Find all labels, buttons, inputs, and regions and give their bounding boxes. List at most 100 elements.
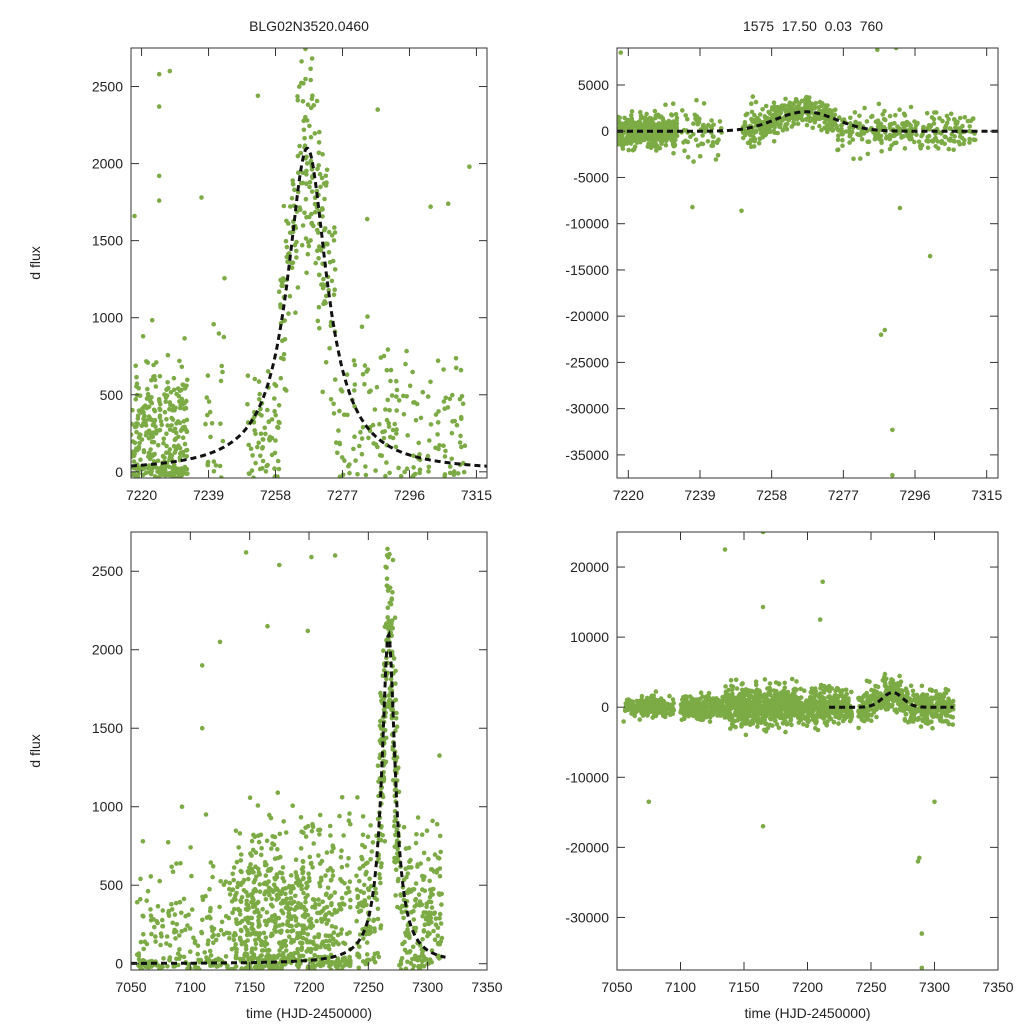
data-point <box>844 691 849 697</box>
data-point <box>211 940 216 946</box>
data-point <box>309 96 315 102</box>
data-point <box>286 311 291 316</box>
data-point <box>421 850 427 856</box>
data-point <box>138 897 143 902</box>
data-point <box>359 436 365 441</box>
data-point <box>405 871 411 876</box>
data-point <box>421 929 427 934</box>
data-point <box>378 864 384 870</box>
data-point <box>835 137 841 143</box>
data-point <box>377 872 382 877</box>
data-point <box>404 466 410 472</box>
model-curve-top-left <box>131 146 487 468</box>
data-point <box>776 692 782 698</box>
data-point <box>164 934 170 939</box>
data-point <box>262 425 268 431</box>
data-point <box>236 845 241 850</box>
data-point <box>307 184 312 190</box>
data-point <box>168 390 174 395</box>
data-point <box>288 204 293 209</box>
data-point <box>132 440 138 446</box>
data-point <box>264 882 269 887</box>
data-point <box>274 892 280 898</box>
data-point <box>813 100 819 106</box>
data-point <box>719 698 725 704</box>
data-point <box>403 361 408 367</box>
data-point <box>137 440 142 446</box>
data-point <box>776 725 782 731</box>
data-point <box>626 147 631 153</box>
data-point <box>329 233 335 238</box>
data-point <box>730 720 735 726</box>
data-point <box>317 812 323 818</box>
data-point <box>388 367 394 373</box>
data-point <box>249 921 255 927</box>
data-point <box>333 960 338 965</box>
data-point <box>880 112 885 117</box>
data-point <box>157 415 163 420</box>
data-point <box>169 901 174 907</box>
data-point <box>674 115 680 121</box>
data-point <box>811 713 816 719</box>
data-point <box>134 374 139 380</box>
data-point <box>781 688 786 694</box>
data-point <box>289 901 295 906</box>
data-point <box>231 966 237 970</box>
data-point <box>748 694 753 700</box>
data-point <box>323 241 329 247</box>
data-point <box>161 956 166 961</box>
outlier-point <box>243 550 249 555</box>
data-point <box>796 105 802 110</box>
data-point <box>670 140 676 146</box>
data-point <box>307 123 312 129</box>
data-point <box>369 849 375 854</box>
data-point <box>967 128 972 134</box>
data-point <box>748 713 754 719</box>
data-point <box>317 832 322 837</box>
data-point <box>628 141 634 146</box>
data-point <box>329 877 334 883</box>
data-point <box>303 908 309 913</box>
data-point <box>308 158 314 164</box>
data-point <box>384 367 390 373</box>
data-point <box>774 722 780 727</box>
data-point <box>762 727 767 733</box>
data-point <box>357 866 363 871</box>
data-point <box>648 695 654 700</box>
data-point <box>315 318 321 324</box>
data-point <box>296 964 301 970</box>
data-point <box>295 97 301 103</box>
data-point <box>258 953 263 959</box>
data-point <box>393 444 399 450</box>
data-point <box>698 690 704 695</box>
data-point <box>834 123 839 128</box>
data-point <box>367 876 372 882</box>
data-point <box>234 859 240 865</box>
outlier-point <box>927 253 933 259</box>
data-point <box>920 132 925 137</box>
x-tick-label: 7050 <box>115 979 146 995</box>
data-point <box>223 954 229 959</box>
data-point <box>275 424 280 430</box>
x-tick-label: 7258 <box>756 487 787 503</box>
data-point <box>337 903 343 908</box>
data-point <box>385 626 391 631</box>
data-point <box>411 963 417 969</box>
data-point <box>729 683 734 689</box>
data-point <box>270 965 276 970</box>
data-point <box>177 933 182 938</box>
data-point <box>227 880 233 886</box>
data-point <box>149 964 154 969</box>
data-point <box>174 922 180 927</box>
data-point <box>274 924 279 929</box>
data-point <box>365 834 371 840</box>
data-point <box>297 143 302 149</box>
data-point <box>436 953 441 959</box>
data-point <box>299 941 305 946</box>
data-point <box>237 935 243 941</box>
data-point <box>342 458 347 463</box>
y-tick-label: 2500 <box>92 563 123 579</box>
data-point <box>286 907 292 913</box>
data-point <box>304 215 309 220</box>
data-point <box>303 899 308 905</box>
